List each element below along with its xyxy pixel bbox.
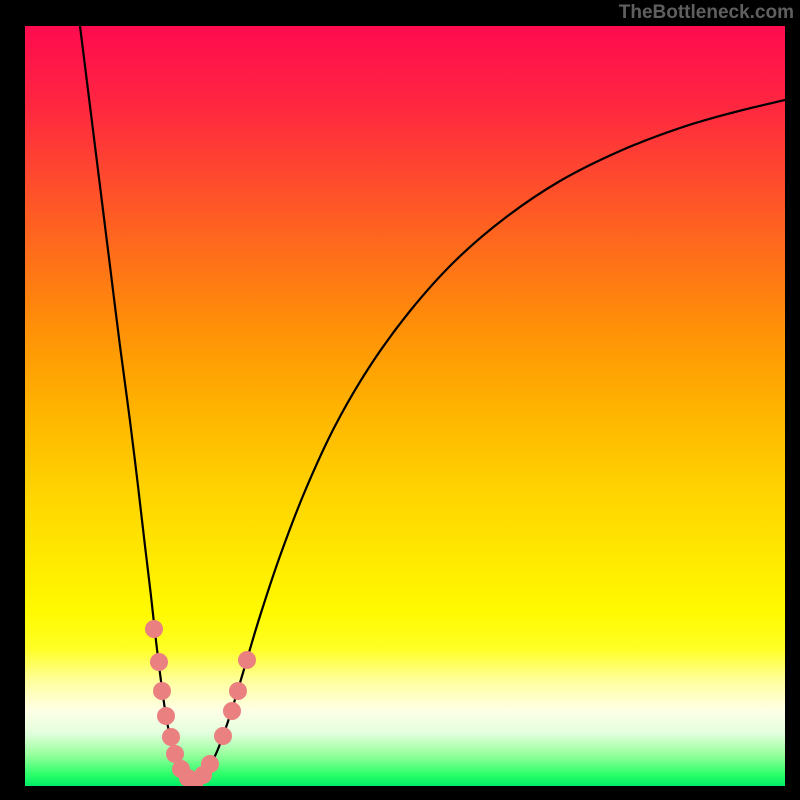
marker-point bbox=[150, 653, 168, 671]
marker-point bbox=[238, 651, 256, 669]
marker-point bbox=[223, 702, 241, 720]
marker-point bbox=[229, 682, 247, 700]
watermark-text: TheBottleneck.com bbox=[619, 2, 794, 24]
curve-right bbox=[193, 100, 785, 781]
marker-point bbox=[153, 682, 171, 700]
curve-layer bbox=[25, 26, 785, 786]
curve-left bbox=[80, 26, 193, 781]
marker-point bbox=[162, 728, 180, 746]
marker-point bbox=[145, 620, 163, 638]
marker-point bbox=[201, 755, 219, 773]
marker-group bbox=[145, 620, 256, 786]
marker-point bbox=[157, 707, 175, 725]
plot-area bbox=[25, 26, 785, 786]
chart-container: TheBottleneck.com bbox=[0, 0, 800, 800]
marker-point bbox=[214, 727, 232, 745]
